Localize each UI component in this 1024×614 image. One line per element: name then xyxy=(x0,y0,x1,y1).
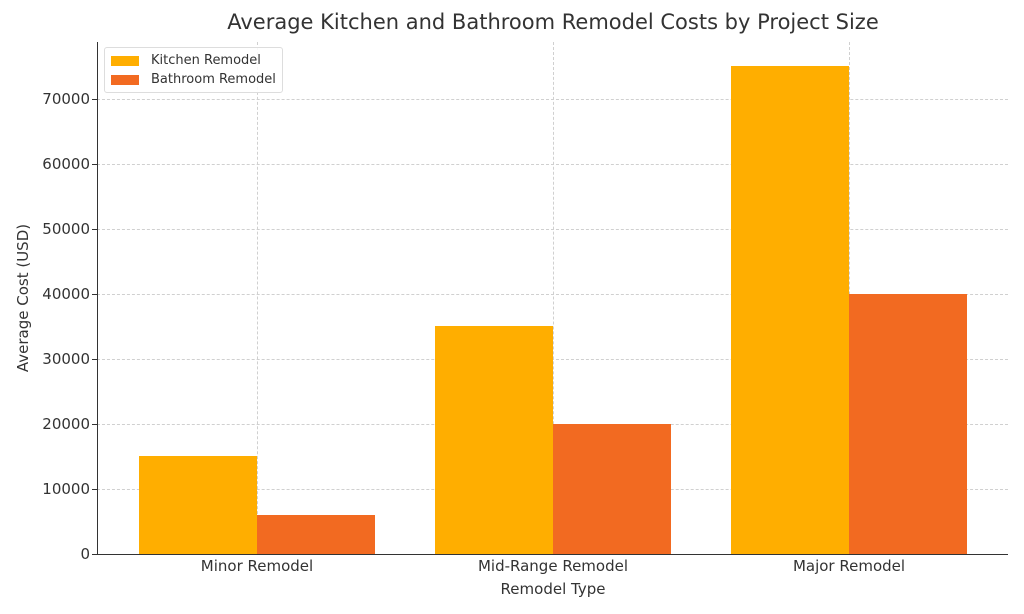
legend-item-kitchen: Kitchen Remodel xyxy=(111,51,276,70)
y-tick-mark xyxy=(92,423,97,425)
legend-item-bathroom: Bathroom Remodel xyxy=(111,70,276,89)
kitchen-swatch xyxy=(111,55,139,66)
y-tick-mark xyxy=(92,488,97,490)
bathroom-swatch xyxy=(111,74,139,85)
y-tick-label: 0 xyxy=(80,545,90,563)
bathroom-bar xyxy=(553,423,671,554)
y-tick-mark xyxy=(92,358,97,360)
x-axis-line xyxy=(97,554,1008,555)
x-axis-label: Remodel Type xyxy=(500,580,606,598)
legend: Kitchen Remodel Bathroom Remodel xyxy=(104,47,283,93)
y-tick-mark xyxy=(92,163,97,165)
legend-label-kitchen: Kitchen Remodel xyxy=(151,53,261,68)
h-gridline xyxy=(97,293,1008,295)
kitchen-bar xyxy=(139,456,257,554)
y-axis-line xyxy=(97,42,98,554)
y-tick-label: 70000 xyxy=(42,89,90,108)
plot-area xyxy=(97,42,1008,554)
y-tick-label: 40000 xyxy=(42,284,90,303)
y-tick-mark xyxy=(92,554,97,555)
bathroom-bar xyxy=(257,515,375,554)
legend-label-bathroom: Bathroom Remodel xyxy=(151,72,276,87)
y-tick-label: 50000 xyxy=(42,219,90,238)
y-tick-label: 20000 xyxy=(42,414,90,433)
bathroom-bar xyxy=(849,293,967,554)
x-tick-label: Mid-Range Remodel xyxy=(477,557,629,575)
h-gridline xyxy=(97,98,1008,100)
y-tick-mark xyxy=(92,98,97,100)
y-tick-label: 10000 xyxy=(42,479,90,498)
x-tick-label: Minor Remodel xyxy=(200,557,314,575)
y-tick-label: 30000 xyxy=(42,349,90,368)
v-gridline xyxy=(553,42,554,554)
x-tick-label: Major Remodel xyxy=(792,557,906,575)
y-tick-mark xyxy=(92,228,97,230)
v-gridline xyxy=(257,42,258,554)
y-axis-label: Average Cost (USD) xyxy=(14,223,32,373)
kitchen-bar xyxy=(435,326,553,554)
y-tick-label: 60000 xyxy=(42,154,90,173)
y-tick-mark xyxy=(92,293,97,295)
h-gridline xyxy=(97,163,1008,165)
kitchen-bar xyxy=(731,66,849,554)
chart-title: Average Kitchen and Bathroom Remodel Cos… xyxy=(227,10,879,34)
h-gridline xyxy=(97,228,1008,230)
